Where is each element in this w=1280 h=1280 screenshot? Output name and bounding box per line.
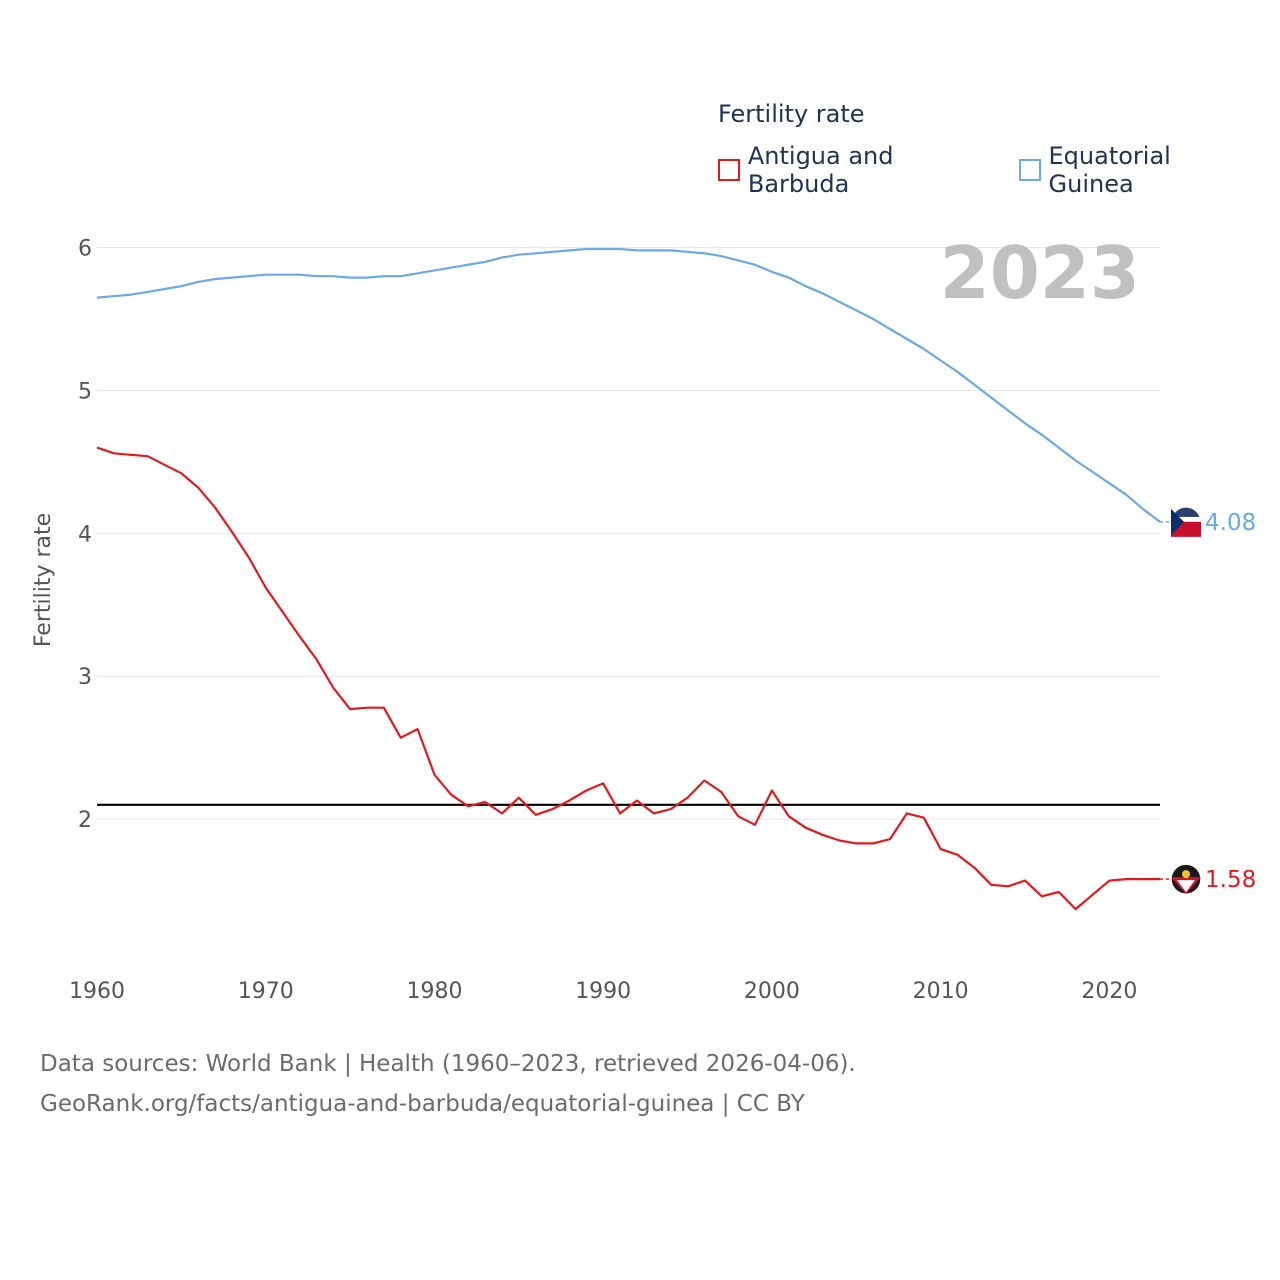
sources-line-2[interactable]: GeoRank.org/facts/antigua-and-barbuda/eq… (40, 1091, 805, 1117)
x-tick-label-2020: 2020 (1081, 979, 1137, 1004)
data-sources: Data sources: World Bank | Health (1960–… (40, 1044, 856, 1124)
y-axis-ticks: 2 3 4 5 6 (78, 237, 92, 834)
flag-triangle-equatorial-guinea (1171, 508, 1184, 535)
series-end-markers: 1.58 4.08 (1160, 506, 1256, 895)
end-value-label-equatorial-guinea: 4.08 (1205, 510, 1256, 536)
y-tick-label-4: 4 (78, 522, 92, 547)
sources-line-1: Data sources: World Bank | Health (1960–… (40, 1051, 856, 1077)
legend: Antigua and Barbuda Equatorial Guinea (718, 142, 1280, 198)
x-tick-label-2000: 2000 (744, 979, 800, 1004)
x-tick-label-1990: 1990 (575, 979, 631, 1004)
y-tick-label-6: 6 (78, 237, 92, 262)
x-axis-ticks: 1960 1970 1980 1990 2000 2010 2020 (69, 979, 1137, 1004)
current-year-label: 2023 (940, 231, 1140, 315)
legend-swatch-antigua-and-barbuda (718, 159, 740, 181)
legend-item-equatorial-guinea[interactable]: Equatorial Guinea (1018, 142, 1262, 198)
series-lines (96, 247, 1161, 911)
legend-title: Fertility rate (718, 100, 865, 128)
legend-label-equatorial-guinea: Equatorial Guinea (1048, 142, 1171, 198)
flag-white-wedge-antigua-and-barbuda (1177, 880, 1195, 893)
gridlines (97, 247, 1160, 820)
y-tick-label-5: 5 (78, 379, 92, 404)
series-line-equatorial-guinea (96, 247, 1161, 523)
x-tick-label-1970: 1970 (238, 979, 294, 1004)
legend-label-antigua-and-barbuda: Antigua and Barbuda (747, 142, 894, 198)
y-tick-label-3: 3 (78, 665, 92, 690)
y-axis-label: Fertility rate (31, 513, 56, 647)
x-tick-label-1980: 1980 (406, 979, 462, 1004)
y-tick-label-2: 2 (78, 808, 92, 833)
legend-item-antigua-and-barbuda[interactable]: Antigua and Barbuda (718, 142, 1001, 198)
end-value-label-antigua-and-barbuda: 1.58 (1205, 867, 1256, 893)
legend-swatch-equatorial-guinea (1018, 159, 1041, 181)
x-tick-label-2010: 2010 (913, 979, 969, 1004)
flag-white-band-equatorial-guinea (1171, 516, 1201, 522)
series-line-antigua-and-barbuda (96, 446, 1160, 911)
x-tick-label-1960: 1960 (69, 979, 125, 1004)
flag-sun-antigua-and-barbuda (1182, 870, 1190, 879)
